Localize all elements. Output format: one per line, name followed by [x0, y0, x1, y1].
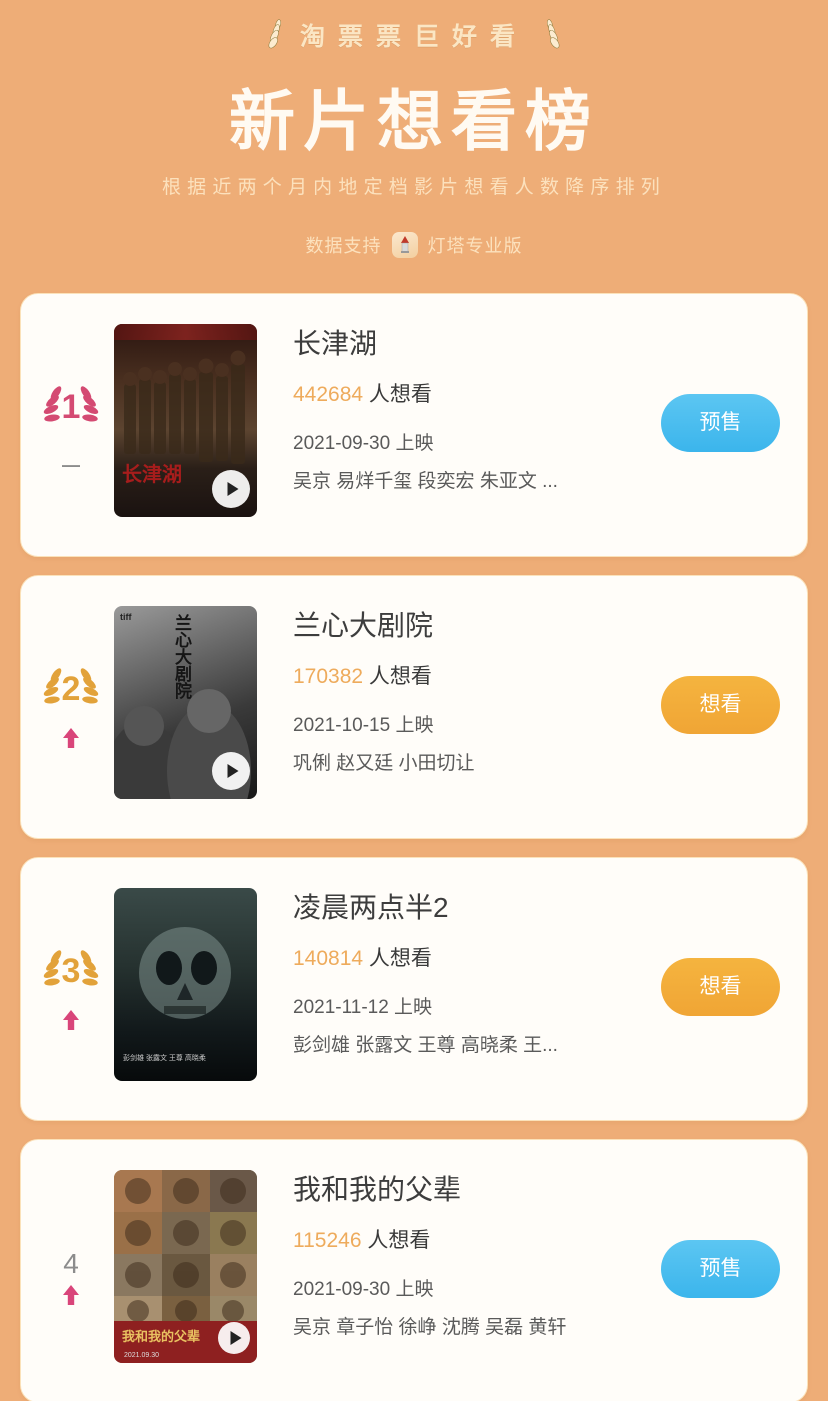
- svg-text:3: 3: [62, 952, 81, 990]
- svg-text:2: 2: [62, 670, 81, 708]
- svg-text:1: 1: [62, 388, 81, 426]
